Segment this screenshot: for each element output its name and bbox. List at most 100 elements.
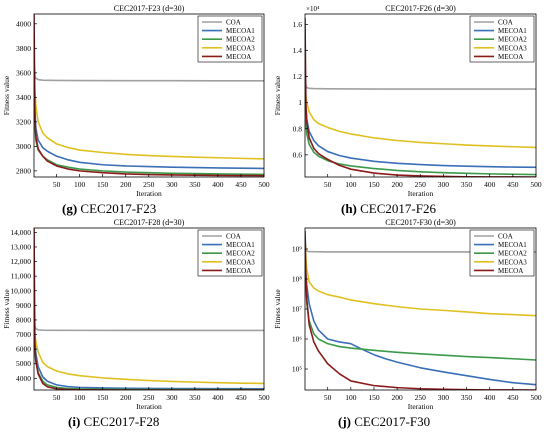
caption-j: (j) CEC2017-F30	[338, 414, 431, 429]
x-tick-label: 450	[507, 180, 519, 189]
y-tick-label: 10⁷	[292, 305, 303, 314]
x-tick-label: 100	[74, 393, 86, 402]
y-tick-label: 10,000	[10, 286, 31, 295]
legend-label-mecoa: MECOA	[226, 53, 251, 61]
legend-label-mecoa2: MECOA2	[498, 250, 527, 258]
series-group	[305, 17, 536, 177]
x-tick-label: 450	[507, 393, 519, 402]
chart-2: 50 100 150 200 250 300 350 400 450 500 0.6 0.8 1 1.2 1…	[273, 4, 542, 198]
x-tick-label: 500	[530, 180, 542, 189]
y-axis-label: Fitness value	[2, 289, 11, 329]
y-tick-label: 13,000	[10, 242, 31, 251]
x-tick-label: 100	[74, 180, 86, 189]
chart-title: CEC2017-F23 (d=30)	[114, 4, 185, 13]
x-tick-label: 250	[415, 393, 427, 402]
y-tick-label: 0.8	[293, 124, 303, 133]
y-tick-label: 3400	[16, 93, 31, 102]
x-tick-label: 500	[258, 393, 270, 402]
x-tick-label: 300	[438, 393, 450, 402]
y-tick-label: 4000	[16, 19, 31, 28]
x-tick-label: 50	[324, 180, 332, 189]
legend-label-mecoa2: MECOA2	[226, 36, 255, 44]
legend-label-mecoa: MECOA	[498, 53, 523, 61]
x-tick-label: 200	[120, 393, 132, 402]
legend-label-mecoa2: MECOA2	[498, 36, 527, 44]
y-tick-label: 3000	[16, 142, 31, 151]
x-tick-label: 50	[53, 393, 61, 402]
y-tick-label: 1	[298, 98, 302, 107]
y-tick-label: 1.4	[293, 46, 303, 55]
y-axis-label: Fitness value	[273, 289, 282, 329]
x-tick-label: 450	[235, 393, 247, 402]
y-tick-label: 1.6	[293, 20, 303, 29]
y-tick-label: 3800	[16, 44, 31, 53]
caption-g: (g) CEC2017-F23	[62, 201, 157, 216]
y-tick-label: 10⁶	[292, 335, 303, 344]
x-tick-label: 50	[324, 393, 332, 402]
legend-label-coa: COA	[498, 19, 513, 27]
legend-label-coa: COA	[226, 233, 241, 241]
y-scale-label: ×10⁴	[306, 5, 320, 13]
x-tick-label: 400	[212, 393, 224, 402]
legend-label-mecoa: MECOA	[498, 267, 523, 275]
x-tick-label: 150	[368, 393, 380, 402]
y-tick-label: 6000	[16, 345, 31, 354]
series-line-coa	[34, 60, 264, 82]
legend-label-mecoa3: MECOA3	[226, 44, 255, 52]
x-tick-label: 300	[438, 180, 450, 189]
x-tick-label: 200	[391, 180, 403, 189]
y-tick-label: 10⁸	[292, 274, 303, 283]
x-axis-label: Iteration	[408, 189, 434, 198]
y-tick-label: 8000	[16, 315, 31, 324]
series-line-mecoa3	[305, 83, 536, 149]
y-tick-label: 10⁹	[292, 244, 303, 253]
chart-3: 50 100 150 200 250 300 350 400 450 500 4000 5000 600…	[2, 218, 270, 411]
x-tick-label: 150	[97, 393, 109, 402]
series-line-mecoa1	[34, 78, 264, 170]
chart-1: 50 100 150 200 250 300 350 400 450 500 2800 3000 320…	[2, 4, 270, 198]
series-line-coa	[305, 234, 536, 253]
y-tick-label: 14,000	[10, 228, 31, 237]
x-tick-label: 350	[461, 180, 473, 189]
x-axis-label: Iteration	[408, 402, 434, 411]
y-tick-label: 7000	[16, 330, 31, 339]
series-group	[34, 14, 264, 177]
legend-label-mecoa3: MECOA3	[226, 258, 255, 266]
x-tick-label: 200	[120, 180, 132, 189]
y-tick-label: 10⁵	[292, 365, 303, 374]
y-tick-label: 11,000	[11, 272, 32, 281]
legend-label-mecoa1: MECOA1	[226, 27, 255, 35]
x-tick-label: 300	[166, 393, 178, 402]
series-line-coa	[305, 76, 536, 90]
y-tick-label: 1.2	[293, 72, 303, 81]
x-tick-label: 400	[484, 393, 496, 402]
legend-label-mecoa1: MECOA1	[498, 27, 527, 35]
y-axis-label: Fitness value	[2, 75, 11, 115]
x-tick-label: 500	[530, 393, 542, 402]
x-tick-label: 150	[97, 180, 109, 189]
caption-h: (h) CEC2017-F26	[341, 201, 436, 216]
y-tick-label: 3200	[16, 117, 31, 126]
y-tick-label: 5000	[16, 359, 31, 368]
legend-label-mecoa3: MECOA3	[498, 258, 527, 266]
x-axis-label: Iteration	[136, 189, 162, 198]
legend-label-mecoa: MECOA	[226, 267, 251, 275]
series-line-mecoa3	[34, 60, 264, 160]
y-tick-label: 12,000	[10, 257, 31, 266]
x-axis-label: Iteration	[136, 402, 162, 411]
x-tick-label: 450	[235, 180, 247, 189]
x-tick-label: 100	[345, 393, 357, 402]
x-tick-label: 150	[368, 180, 380, 189]
x-tick-label: 250	[143, 393, 155, 402]
legend-label-coa: COA	[498, 233, 513, 241]
x-tick-label: 100	[345, 180, 357, 189]
y-tick-label: 0.6	[293, 150, 303, 159]
chart-title: CEC2017-F28 (d=30)	[114, 218, 185, 227]
y-tick-label: 9000	[16, 301, 31, 310]
series-line-mecoa	[34, 14, 264, 177]
x-tick-label: 350	[189, 180, 201, 189]
legend-label-mecoa2: MECOA2	[226, 250, 255, 258]
y-axis-label: Fitness value	[273, 75, 282, 115]
